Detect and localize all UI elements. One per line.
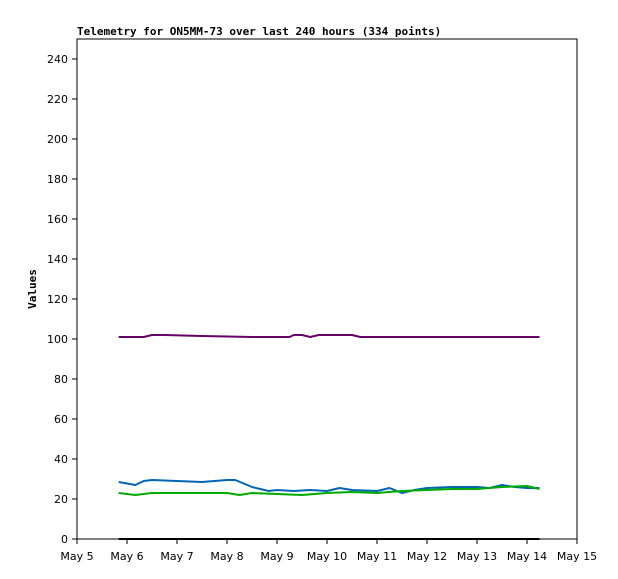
y-tick-label: 120 <box>47 293 68 306</box>
x-tick-label: May 15 <box>557 550 597 563</box>
y-tick-label: 160 <box>47 213 68 226</box>
y-tick-label: 220 <box>47 93 68 106</box>
y-tick-label: 40 <box>54 453 68 466</box>
y-axis: 0 20 40 60 80 100 120 140 160 180 200 220 240 <box>47 53 77 546</box>
x-tick-label: May 13 <box>457 550 497 563</box>
x-tick-label: May 6 <box>110 550 143 563</box>
x-tick-label: May 14 <box>507 550 547 563</box>
x-tick-label: May 10 <box>307 550 347 563</box>
y-tick-label: 200 <box>47 133 68 146</box>
y-tick-label: 100 <box>47 333 68 346</box>
series-line-3 <box>118 485 540 496</box>
y-tick-label: 60 <box>54 413 68 426</box>
x-tick-label: May 12 <box>407 550 447 563</box>
x-tick-label: May 5 <box>60 550 93 563</box>
y-tick-label: 80 <box>54 373 68 386</box>
series-line-1 <box>118 334 540 338</box>
series-lines <box>118 334 540 540</box>
x-axis: May 5 May 6 May 7 May 8 May 9 May 10 May 11 May… <box>60 539 597 563</box>
y-tick-label: 0 <box>61 533 68 546</box>
x-tick-label: May 11 <box>357 550 397 563</box>
y-tick-label: 20 <box>54 493 68 506</box>
series-line-2 <box>118 479 540 494</box>
y-tick-label: 140 <box>47 253 68 266</box>
x-tick-label: May 8 <box>210 550 243 563</box>
y-axis-label: Values <box>26 269 39 309</box>
y-tick-label: 180 <box>47 173 68 186</box>
chart-title: Telemetry for ON5MM-73 over last 240 hou… <box>77 25 441 38</box>
x-tick-label: May 9 <box>260 550 293 563</box>
y-tick-label: 240 <box>47 53 68 66</box>
plot-frame <box>76 38 578 540</box>
x-tick-label: May 7 <box>160 550 193 563</box>
